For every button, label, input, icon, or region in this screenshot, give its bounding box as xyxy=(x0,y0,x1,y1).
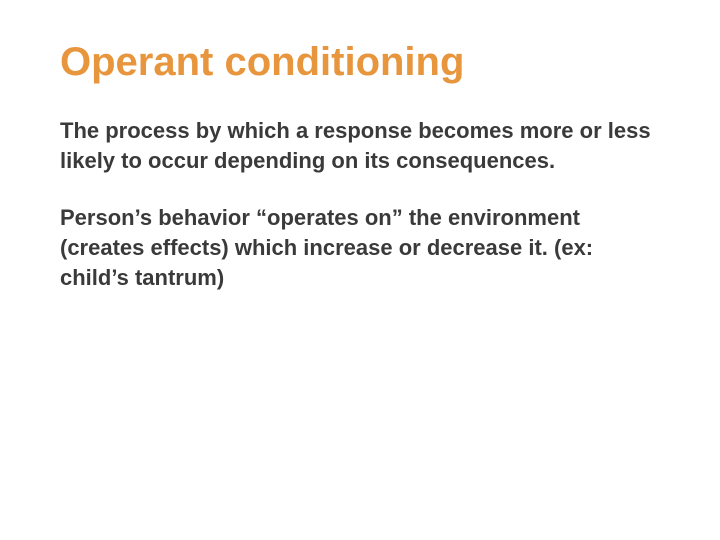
slide-paragraph-1: The process by which a response becomes … xyxy=(60,116,660,175)
slide-title: Operant conditioning xyxy=(60,40,660,84)
slide-paragraph-2: Person’s behavior “operates on” the envi… xyxy=(60,203,660,292)
slide-container: Operant conditioning The process by whic… xyxy=(0,0,720,540)
